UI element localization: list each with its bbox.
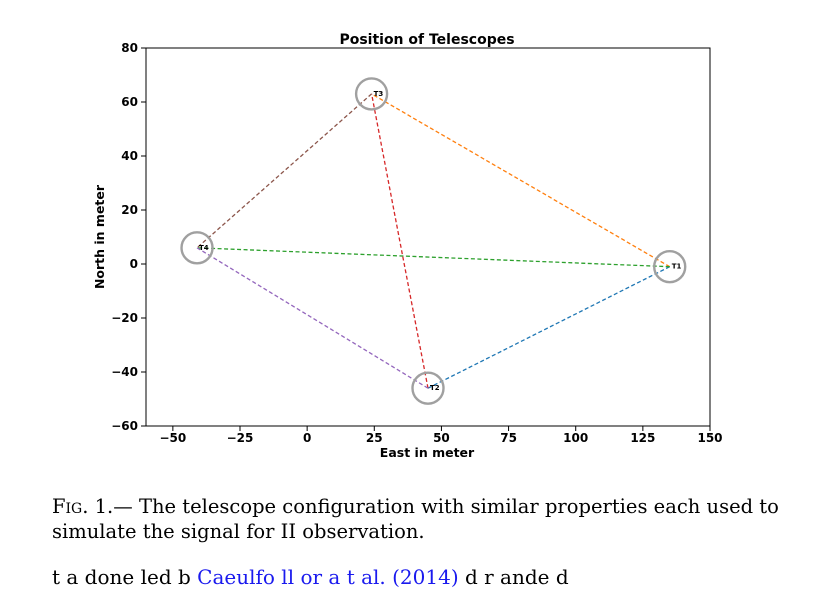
y-tick-label: −60 — [111, 419, 138, 433]
plot-area-frame — [145, 47, 711, 427]
body-text-line: t a done led b Caeulfo ll or a t al. (20… — [52, 564, 832, 590]
telescope-marker-t2 — [411, 371, 445, 405]
y-tick-label: 20 — [121, 203, 138, 217]
body-text-after: d r ande d — [458, 565, 569, 589]
baseline-t2-t4 — [196, 247, 429, 389]
baseline-t2-t3 — [370, 93, 429, 389]
figure-caption: Fig. 1.— The telescope configuration wit… — [52, 494, 822, 544]
y-axis-ticks: 80 60 40 20 0 −20 −40 −60 — [111, 41, 146, 433]
telescope-label-t4: T4 — [199, 244, 209, 252]
caption-prefix: Fig. 1.— — [52, 495, 133, 518]
telescope-label-t3: T3 — [374, 90, 384, 98]
x-tick-label: −50 — [159, 431, 186, 445]
citation-link[interactable]: Caeulfo ll or a t al. (2014) — [197, 565, 459, 589]
y-tick-label: −20 — [111, 311, 138, 325]
x-tick-label: 50 — [433, 431, 450, 445]
telescope-marker-t3 — [354, 77, 389, 111]
x-tick-label: −25 — [227, 431, 254, 445]
baseline-t1-t3 — [371, 93, 671, 268]
chart-title: Position of Telescopes — [339, 32, 514, 48]
y-tick-label: 40 — [121, 149, 138, 163]
x-tick-label: 100 — [563, 431, 588, 445]
body-text-before: t a done led b — [52, 565, 198, 589]
y-axis-label: North in meter — [92, 184, 107, 289]
y-tick-label: 60 — [121, 95, 138, 109]
y-tick-label: −40 — [111, 365, 138, 379]
x-tick-label: 75 — [500, 431, 517, 445]
telescope-marker-t1 — [653, 250, 687, 284]
baseline-t1-t2 — [427, 266, 671, 389]
x-axis-ticks: −50 −25 0 25 50 75 100 125 150 — [159, 426, 723, 445]
caption-text: The telescope configuration with similar… — [52, 495, 779, 543]
telescope-position-chart: Position of Telescopes T1 T2 T3 T4 −50 −25 0 2… — [92, 32, 723, 460]
baseline-lines — [196, 93, 671, 389]
x-tick-label: 125 — [630, 431, 655, 445]
telescope-label-t2: T2 — [430, 384, 440, 392]
x-axis-label: East in meter — [380, 445, 475, 460]
telescope-label-t1: T1 — [672, 263, 682, 271]
telescope-markers: T1 T2 T3 T4 — [180, 77, 687, 405]
baseline-t1-t4 — [197, 247, 670, 268]
x-tick-label: 25 — [366, 431, 383, 445]
x-tick-label: 150 — [697, 431, 722, 445]
telescope-marker-t4 — [180, 231, 214, 265]
baseline-t3-t4 — [196, 93, 373, 249]
y-tick-label: 80 — [121, 41, 138, 55]
x-tick-label: 0 — [303, 431, 311, 445]
y-tick-label: 0 — [130, 257, 138, 271]
